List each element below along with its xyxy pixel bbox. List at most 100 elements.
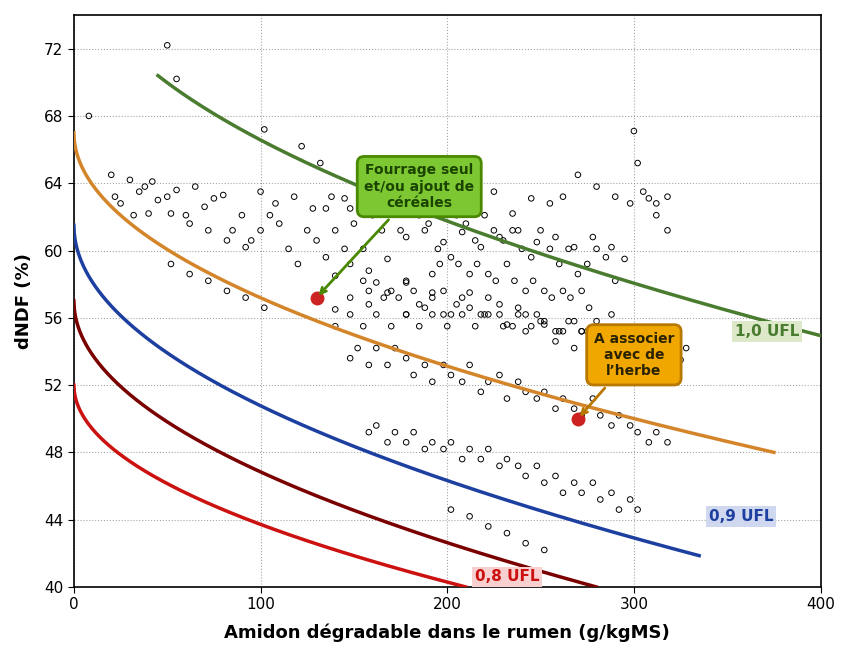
- Point: [593, 353, 607, 363]
- Point: [370, 277, 383, 288]
- Point: [468, 198, 482, 209]
- Point: [217, 190, 230, 200]
- Point: [362, 359, 376, 370]
- Point: [426, 269, 439, 279]
- Point: [108, 191, 122, 202]
- Point: [530, 237, 544, 248]
- Point: [593, 494, 607, 505]
- Point: [474, 454, 488, 464]
- Point: [552, 259, 566, 269]
- Point: [309, 235, 323, 246]
- Point: [463, 511, 477, 522]
- Text: Fourrage seul
et/ou ajout de
céréales: Fourrage seul et/ou ajout de céréales: [320, 164, 474, 293]
- Point: [431, 203, 445, 214]
- Point: [524, 193, 538, 204]
- Point: [245, 235, 258, 246]
- Point: [400, 437, 413, 447]
- Point: [445, 370, 458, 380]
- Point: [493, 299, 507, 309]
- Point: [123, 175, 137, 185]
- Point: [543, 244, 557, 254]
- Point: [655, 326, 669, 336]
- Point: [586, 394, 599, 404]
- Point: [375, 225, 388, 236]
- Point: [456, 376, 469, 387]
- Point: [590, 181, 604, 192]
- Point: [599, 252, 613, 263]
- Point: [604, 343, 618, 353]
- Point: [564, 292, 577, 303]
- Point: [512, 376, 525, 387]
- Point: [451, 259, 465, 269]
- Text: 0,8 UFL: 0,8 UFL: [475, 570, 540, 584]
- Point: [164, 259, 178, 269]
- Point: [161, 191, 174, 202]
- Point: [82, 110, 96, 121]
- Point: [496, 321, 510, 332]
- Point: [362, 427, 376, 438]
- Point: [258, 124, 271, 135]
- Point: [512, 309, 525, 320]
- Point: [631, 505, 644, 515]
- Point: [337, 193, 351, 204]
- Point: [593, 410, 607, 420]
- Point: [440, 321, 454, 332]
- Point: [306, 203, 320, 214]
- Point: [127, 210, 140, 221]
- Point: [179, 210, 193, 221]
- Point: [571, 170, 585, 180]
- Point: [518, 326, 532, 336]
- Point: [418, 359, 432, 370]
- Point: [400, 232, 413, 242]
- Point: [445, 437, 458, 447]
- Point: [281, 244, 295, 254]
- Point: [384, 202, 398, 212]
- Point: [604, 326, 618, 336]
- Point: [609, 191, 622, 202]
- Point: [445, 309, 458, 320]
- Point: [450, 210, 463, 221]
- Point: [586, 478, 599, 488]
- Point: [500, 259, 513, 269]
- Text: 0,9 UFL: 0,9 UFL: [709, 509, 773, 524]
- Point: [530, 461, 544, 471]
- Point: [623, 420, 637, 431]
- Point: [254, 225, 268, 236]
- Point: [567, 242, 581, 252]
- Point: [481, 292, 495, 303]
- Point: [356, 275, 370, 286]
- Point: [287, 191, 301, 202]
- Point: [530, 394, 544, 404]
- Point: [384, 321, 398, 332]
- Point: [463, 302, 477, 313]
- Point: [426, 376, 439, 387]
- Point: [470, 259, 484, 269]
- Point: [400, 353, 413, 363]
- Point: [481, 376, 495, 387]
- Point: [269, 198, 282, 209]
- Point: [668, 376, 682, 387]
- Point: [456, 454, 469, 464]
- Point: [343, 309, 357, 320]
- Point: [549, 470, 563, 481]
- Point: [575, 326, 588, 336]
- Point: [362, 191, 376, 202]
- Point: [518, 538, 532, 549]
- Point: [487, 187, 501, 197]
- Point: [400, 187, 413, 197]
- Point: [649, 198, 663, 209]
- Point: [660, 437, 674, 447]
- Point: [418, 225, 432, 236]
- Point: [450, 299, 463, 309]
- Point: [618, 332, 632, 343]
- Point: [478, 309, 491, 320]
- Point: [412, 299, 426, 309]
- Point: [370, 309, 383, 320]
- Point: [637, 187, 650, 197]
- Point: [567, 343, 581, 353]
- Point: [362, 286, 376, 296]
- Point: [590, 244, 604, 254]
- Point: [506, 321, 519, 332]
- Point: [571, 269, 585, 279]
- Point: [394, 208, 407, 219]
